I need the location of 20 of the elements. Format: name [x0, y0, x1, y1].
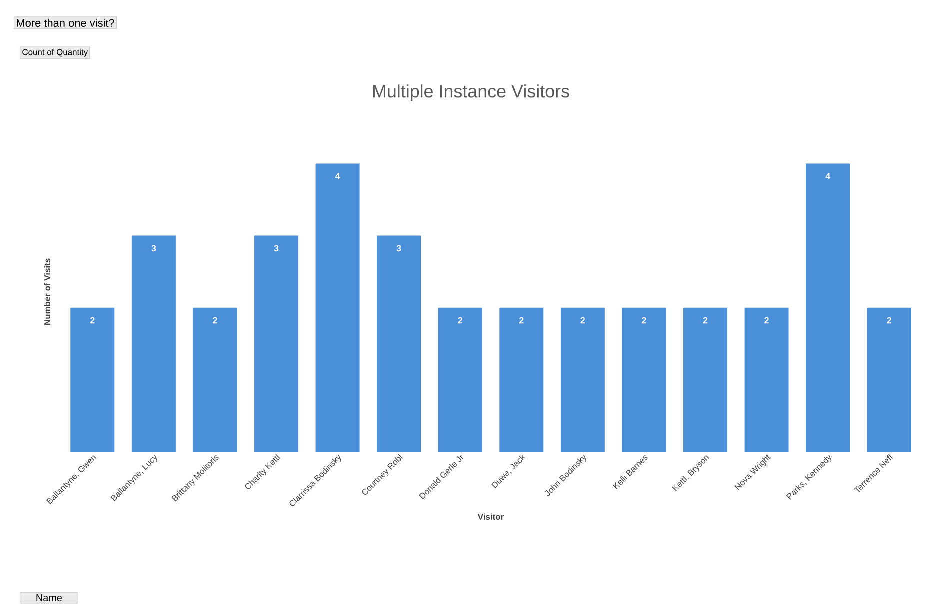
data-label: 2: [458, 317, 462, 324]
data-label: 4: [335, 173, 340, 180]
text: Name: [36, 594, 62, 602]
data-label: 2: [642, 317, 646, 324]
data-label: 2: [764, 317, 769, 324]
y-axis-title: Number of Visits: [44, 258, 50, 326]
x-axis-title: Visitor: [478, 514, 504, 520]
data-label: 2: [580, 317, 586, 324]
data-label: 2: [90, 317, 95, 324]
data-label: 2: [519, 317, 524, 324]
data-label: 3: [152, 245, 156, 252]
text: Count of Quantity: [22, 49, 88, 57]
data-label: 4: [826, 173, 831, 180]
data-label: 3: [396, 245, 402, 252]
text: More than one visit?: [17, 18, 114, 28]
data-label: 2: [887, 317, 892, 324]
data-label: 2: [703, 317, 708, 324]
data-label: 2: [213, 317, 218, 324]
data-label: 3: [274, 245, 279, 252]
chart-title: Multiple Instance Visitors: [373, 84, 570, 102]
